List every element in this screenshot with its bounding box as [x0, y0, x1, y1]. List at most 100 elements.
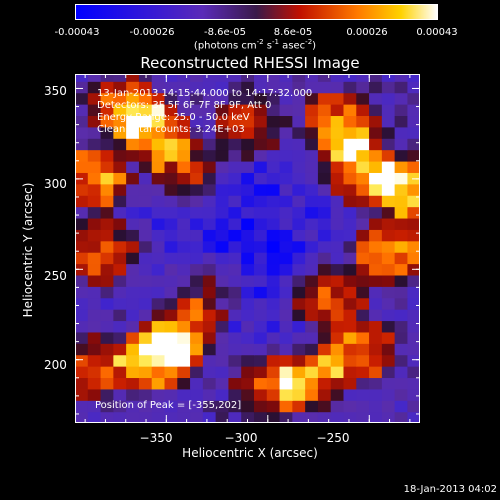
- heatmap-cell: [100, 377, 114, 390]
- heatmap-cell: [100, 195, 114, 208]
- heatmap-cell: [266, 160, 281, 173]
- heatmap-cell: [330, 126, 345, 139]
- heatmap-cell: [126, 149, 140, 162]
- heatmap-cell: [87, 160, 102, 173]
- heatmap-cell: [151, 366, 166, 379]
- y-tick-label: 200: [44, 358, 67, 372]
- heatmap-cell: [138, 81, 153, 94]
- heatmap-cell: [87, 183, 102, 196]
- heatmap-cell: [151, 331, 166, 344]
- heatmap-cell: [113, 377, 127, 390]
- heatmap-cell: [381, 400, 396, 413]
- heatmap-cell: [138, 400, 153, 413]
- heatmap-cell: [253, 343, 268, 356]
- heatmap-cell: [177, 138, 191, 151]
- heatmap-cell: [356, 343, 370, 356]
- heatmap-cell: [266, 274, 281, 287]
- heatmap-cell: [330, 252, 345, 265]
- heatmap-cell: [253, 286, 268, 299]
- heatmap-cell: [407, 74, 420, 82]
- heatmap-cell: [228, 320, 242, 333]
- heatmap-cell: [266, 240, 281, 253]
- heatmap-cell: [215, 366, 230, 379]
- heatmap-cell: [407, 195, 420, 208]
- heatmap-cell: [190, 217, 204, 230]
- heatmap-cell: [394, 388, 409, 401]
- heatmap-cell: [241, 377, 255, 390]
- heatmap-cell: [151, 263, 166, 276]
- heatmap-cell: [177, 206, 191, 219]
- heatmap-cell: [356, 217, 370, 230]
- heatmap-cell: [164, 138, 178, 151]
- heatmap-cell: [202, 149, 217, 162]
- heatmap-cell: [317, 366, 332, 379]
- heatmap-cell: [381, 354, 396, 367]
- heatmap-cell: [394, 297, 409, 310]
- heatmap-cell: [266, 229, 281, 242]
- heatmap-cell: [241, 195, 255, 208]
- heatmap-cell: [369, 183, 383, 196]
- heatmap-cell: [228, 388, 242, 401]
- heatmap-cell: [241, 81, 255, 94]
- heatmap-cell: [215, 343, 230, 356]
- heatmap-cell: [279, 74, 293, 82]
- heatmap-cell: [317, 377, 332, 390]
- heatmap-cell: [253, 217, 268, 230]
- heatmap-cell: [228, 81, 242, 94]
- heatmap-cell: [164, 309, 178, 322]
- heatmap-cell: [164, 195, 178, 208]
- heatmap-cell: [202, 411, 217, 423]
- heatmap-cell: [215, 183, 230, 196]
- heatmap-cell: [407, 138, 420, 151]
- heatmap-cell: [190, 274, 204, 287]
- heatmap-cell: [190, 195, 204, 208]
- heatmap-cell: [164, 240, 178, 253]
- heatmap-cell: [202, 183, 217, 196]
- heatmap-cell: [305, 411, 319, 423]
- heatmap-cell: [305, 309, 319, 322]
- heatmap-cell: [100, 366, 114, 379]
- heatmap-cell: [266, 138, 281, 151]
- heatmap-cell: [177, 149, 191, 162]
- heatmap-cell: [126, 354, 140, 367]
- x-tick-label: −300: [224, 431, 258, 445]
- heatmap-cell: [151, 115, 166, 128]
- heatmap-cell: [330, 104, 345, 117]
- heatmap-cell: [394, 92, 409, 105]
- heatmap-cell: [113, 331, 127, 344]
- heatmap-cell: [177, 195, 191, 208]
- heatmap-cell: [241, 229, 255, 242]
- heatmap-cell: [177, 331, 191, 344]
- heatmap-cell: [138, 92, 153, 105]
- heatmap-cell: [394, 172, 409, 185]
- heatmap-cell: [138, 229, 153, 242]
- heatmap-cell: [190, 104, 204, 117]
- heatmap-cell: [407, 81, 420, 94]
- y-tick-label: 250: [44, 269, 67, 283]
- heatmap-cell: [100, 183, 114, 196]
- heatmap-cell: [292, 92, 306, 105]
- heatmap-cell: [202, 160, 217, 173]
- heatmap-cell: [241, 240, 255, 253]
- heatmap-cell: [164, 149, 178, 162]
- heatmap-cell: [292, 274, 306, 287]
- heatmap-cell: [279, 138, 293, 151]
- heatmap-cell: [228, 286, 242, 299]
- heatmap-cell: [113, 92, 127, 105]
- heatmap-cell: [266, 252, 281, 265]
- heatmap-cell: [305, 195, 319, 208]
- heatmap-cell: [356, 126, 370, 139]
- heatmap-cell: [177, 160, 191, 173]
- heatmap-cell: [190, 172, 204, 185]
- heatmap-cell: [138, 149, 153, 162]
- heatmap-cell: [343, 411, 357, 423]
- heatmap-cell: [100, 172, 114, 185]
- heatmap-cell: [138, 274, 153, 287]
- heatmap-cell: [164, 400, 178, 413]
- heatmap-cell: [113, 252, 127, 265]
- heatmap-cell: [228, 252, 242, 265]
- heatmap-cell: [253, 104, 268, 117]
- chart-title: Reconstructed RHESSI Image: [140, 54, 360, 72]
- heatmap-cell: [369, 138, 383, 151]
- heatmap-cell: [317, 126, 332, 139]
